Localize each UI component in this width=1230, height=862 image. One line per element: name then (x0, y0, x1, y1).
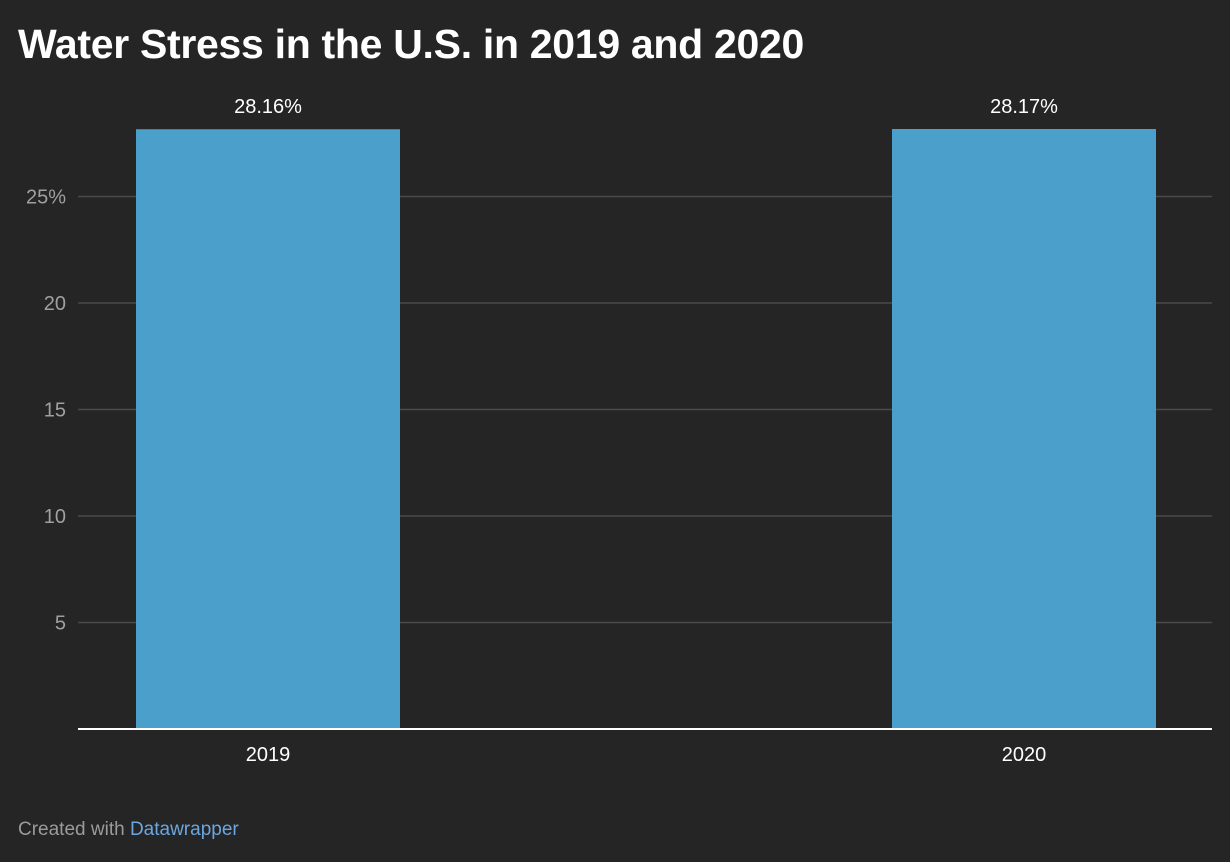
bar (892, 129, 1156, 729)
bar (136, 129, 400, 729)
bars (136, 129, 1156, 729)
y-tick-label: 20 (44, 293, 66, 315)
labels: 5 10 15 20 25% 28.16% 2019 28.17% 2020 (26, 96, 1058, 766)
data-label: 28.17% (990, 96, 1058, 118)
y-tick-label: 10 (44, 506, 66, 528)
chart-title: Water Stress in the U.S. in 2019 and 202… (18, 21, 804, 67)
data-label: 28.16% (234, 96, 302, 118)
y-tick-label: 25% (26, 187, 66, 209)
footer-prefix: Created with (18, 819, 125, 840)
footer-credit: Created with Datawrapper (18, 818, 239, 842)
y-tick-label: 15 (44, 400, 66, 422)
x-tick-label: 2019 (246, 744, 291, 766)
y-tick-label: 5 (55, 613, 66, 635)
x-tick-label: 2020 (1002, 744, 1047, 766)
datawrapper-link[interactable]: Datawrapper (129, 819, 239, 840)
